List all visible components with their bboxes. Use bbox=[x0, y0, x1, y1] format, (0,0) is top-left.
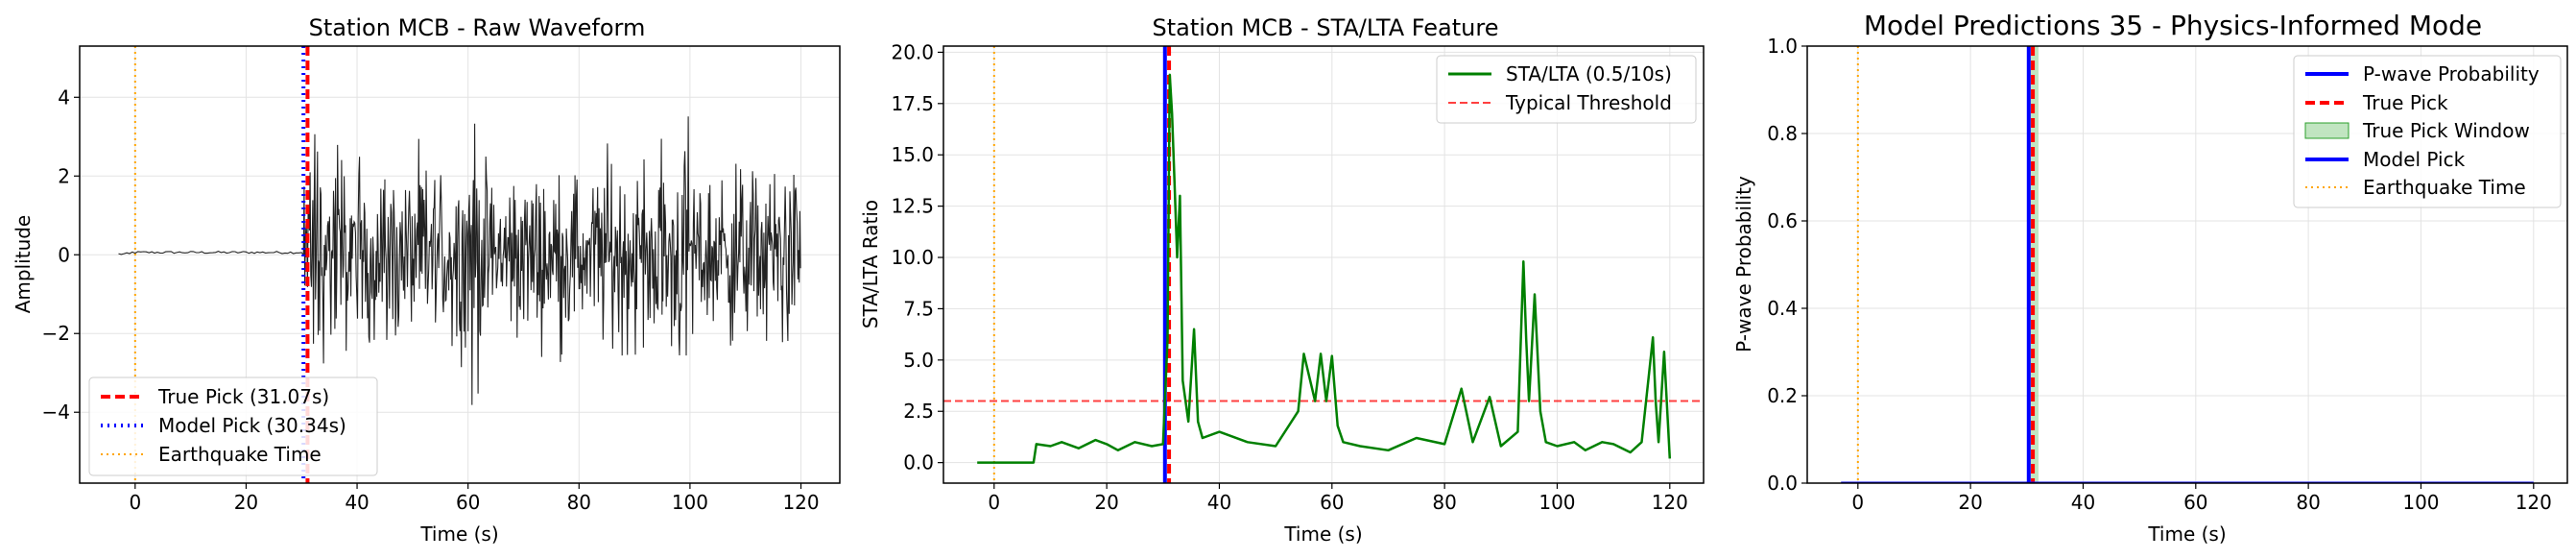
panel-1-legend: True Pick (31.07s) Model Pick (30.34s) E… bbox=[88, 377, 378, 476]
legend-label-earthquake-time: Earthquake Time bbox=[2363, 176, 2526, 199]
y-tick-label: −2 bbox=[42, 322, 70, 345]
x-tick-label: 100 bbox=[1538, 491, 1575, 514]
legend-label-true-pick-window: True Pick Window bbox=[2362, 119, 2530, 142]
panel-raw-waveform: Station MCB - Raw Waveform 0 20 40 60 80 100 1… bbox=[12, 14, 841, 546]
panel-2-plot bbox=[943, 46, 1704, 483]
x-tick-label: 20 bbox=[234, 491, 258, 514]
y-tick-label: 12.5 bbox=[891, 195, 934, 218]
panel-3-legend: P-wave Probability True Pick True Pick W… bbox=[2293, 55, 2562, 208]
panel-2-xlabel: Time (s) bbox=[1283, 523, 1362, 546]
y-tick-label: 0.4 bbox=[1767, 297, 1798, 320]
panel-1-frame bbox=[79, 45, 841, 484]
y-tick-label: 0 bbox=[58, 243, 70, 266]
y-tick-label: 2.5 bbox=[903, 400, 934, 423]
panel-3-frame bbox=[1806, 45, 2568, 484]
x-tick-label: 60 bbox=[1320, 491, 1344, 514]
y-tick-label: 0.6 bbox=[1767, 209, 1798, 232]
y-tick-label: 15.0 bbox=[891, 143, 934, 166]
x-tick-label: 60 bbox=[456, 491, 480, 514]
x-tick-label: 80 bbox=[1432, 491, 1456, 514]
x-tick-label: 120 bbox=[2516, 491, 2552, 514]
y-tick-label: 0.8 bbox=[1767, 122, 1798, 145]
x-tick-label: 100 bbox=[2402, 491, 2439, 514]
panel-model-predictions: Model Predictions 35 - Physics-Informed … bbox=[1732, 10, 2568, 546]
panel-2-frame bbox=[942, 45, 1705, 484]
panel-1-legend-box bbox=[88, 377, 378, 476]
y-tick-label: 0.0 bbox=[903, 451, 934, 474]
panel-3-ylabel: P-wave Probability bbox=[1732, 176, 1755, 352]
panel-1-title: Station MCB - Raw Waveform bbox=[309, 14, 646, 41]
legend-label-earthquake-time: Earthquake Time bbox=[158, 443, 322, 466]
panel-3-title: Model Predictions 35 - Physics-Informed … bbox=[1864, 10, 2482, 41]
x-tick-label: 80 bbox=[2296, 491, 2320, 514]
y-tick-label: 0.2 bbox=[1767, 384, 1798, 407]
waveform-line bbox=[118, 116, 801, 405]
x-tick-label: 20 bbox=[1958, 491, 1982, 514]
panel-2-legend: STA/LTA (0.5/10s) Typical Threshold bbox=[1436, 55, 1697, 124]
x-tick-label: 20 bbox=[1094, 491, 1118, 514]
legend-label-sta-lta: STA/LTA (0.5/10s) bbox=[1506, 62, 1672, 85]
x-tick-label: 40 bbox=[2071, 491, 2095, 514]
x-tick-label: 0 bbox=[988, 491, 1000, 514]
y-tick-label: 10.0 bbox=[891, 246, 934, 269]
x-tick-label: 0 bbox=[129, 491, 141, 514]
legend-label-true-pick: True Pick (31.07s) bbox=[157, 385, 329, 408]
x-tick-label: 40 bbox=[345, 491, 369, 514]
legend-label-p-wave-probability: P-wave Probability bbox=[2363, 62, 2540, 85]
y-tick-label: 20.0 bbox=[891, 40, 934, 63]
x-tick-label: 120 bbox=[1652, 491, 1688, 514]
legend-label-model-pick: Model Pick bbox=[2363, 148, 2466, 171]
panel-2-title: Station MCB - STA/LTA Feature bbox=[1153, 14, 1499, 41]
y-tick-label: 4 bbox=[58, 85, 70, 109]
panel-3-legend-box bbox=[2293, 55, 2562, 208]
y-tick-label: −4 bbox=[42, 401, 70, 424]
x-tick-label: 60 bbox=[2183, 491, 2207, 514]
x-tick-label: 80 bbox=[567, 491, 591, 514]
x-tick-label: 120 bbox=[782, 491, 819, 514]
x-tick-label: 40 bbox=[1207, 491, 1231, 514]
x-tick-label: 100 bbox=[672, 491, 708, 514]
panel-1-xlabel: Time (s) bbox=[419, 523, 498, 546]
legend-label-true-pick: True Pick bbox=[2362, 91, 2448, 114]
legend-label-threshold: Typical Threshold bbox=[1505, 91, 1672, 114]
y-tick-label: 0.0 bbox=[1767, 472, 1798, 495]
y-tick-label: 1.0 bbox=[1767, 35, 1798, 58]
panel-sta-lta: Station MCB - STA/LTA Feature 0 20 40 60 80 1… bbox=[859, 14, 1705, 546]
y-tick-label: 2 bbox=[58, 164, 70, 187]
y-tick-label: 17.5 bbox=[891, 92, 934, 115]
legend-swatch-true-pick-window bbox=[2304, 122, 2349, 139]
sta-lta-line bbox=[977, 73, 1672, 464]
panel-1-ticks: 0 20 40 60 80 100 120 −4 −2 0 2 4 bbox=[42, 85, 820, 514]
panel-1-ylabel: Amplitude bbox=[12, 215, 35, 314]
panel-2-legend-box bbox=[1436, 55, 1697, 124]
x-tick-label: 0 bbox=[1851, 491, 1864, 514]
y-tick-label: 7.5 bbox=[903, 297, 934, 320]
panel-3-ticks: 0 20 40 60 80 100 120 0.0 0.2 0.4 0.6 0.8 1.0 bbox=[1767, 35, 2552, 514]
panel-2-ticks: 0 20 40 60 80 100 120 0.0 2.5 5.0 7.5 10.0 12.5 15.0 1… bbox=[891, 40, 1687, 514]
y-tick-label: 5.0 bbox=[903, 349, 934, 372]
panel-3-plot bbox=[1841, 46, 2534, 483]
panel-3-xlabel: Time (s) bbox=[2147, 523, 2226, 546]
legend-label-model-pick: Model Pick (30.34s) bbox=[158, 414, 346, 437]
panel-2-ylabel: STA/LTA Ratio bbox=[859, 200, 882, 328]
